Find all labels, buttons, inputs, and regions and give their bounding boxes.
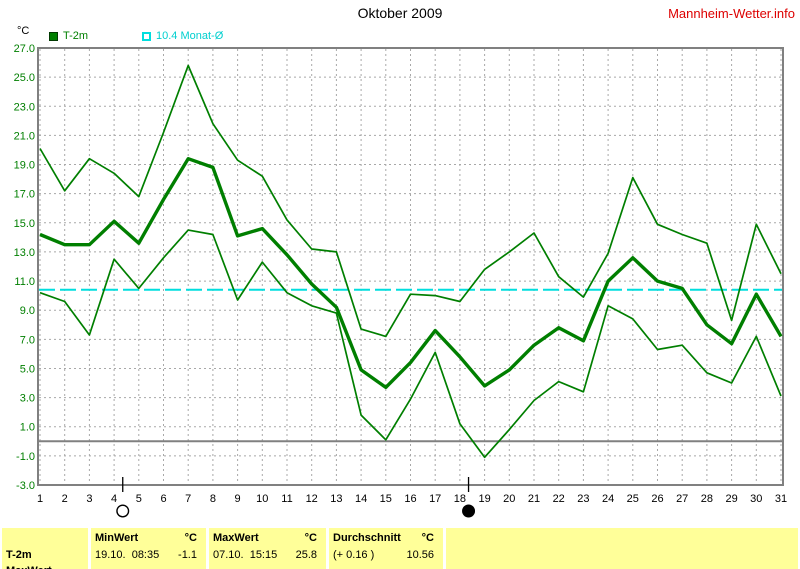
x-tick-label: 23 — [577, 493, 589, 505]
maxwert-header: MaxWert — [213, 532, 259, 544]
x-tick-label: 26 — [651, 493, 663, 505]
x-tick-label: 30 — [750, 493, 762, 505]
full-moon-icon — [116, 477, 130, 518]
durchschnitt-deviation: (+ 0.16 ) — [333, 549, 375, 561]
y-tick-label: -3.0 — [16, 480, 35, 492]
clipped-next-row-label: MaxWert — [2, 565, 88, 569]
x-tick-label: 19 — [478, 493, 490, 505]
series-mean-line — [39, 156, 783, 390]
x-tick-label: 29 — [725, 493, 737, 505]
table-column-empty — [446, 528, 798, 569]
t2m-swatch-icon — [49, 31, 58, 41]
x-tick-label: 14 — [355, 493, 367, 505]
x-tick-label: 22 — [553, 493, 565, 505]
x-tick-label: 4 — [111, 493, 117, 505]
y-tick-label: 5.0 — [20, 363, 35, 375]
x-axis-labels: 1 2 3 4 5 6 7 8 9 10 11 12 13 14 15 16 17 18 19 20 21 22 23 24 2… — [37, 493, 787, 505]
y-tick-label: 27.0 — [14, 43, 35, 55]
minwert-header: MinWert — [95, 532, 139, 544]
y-tick-label: 7.0 — [20, 334, 35, 346]
y-tick-label: 17.0 — [14, 189, 35, 201]
x-tick-label: 21 — [528, 493, 540, 505]
durchschnitt-header: Durchschnitt — [333, 532, 401, 544]
x-gridlines — [39, 49, 782, 484]
x-tick-label: 9 — [235, 493, 241, 505]
x-tick-label: 20 — [503, 493, 515, 505]
minwert-unit: °C — [184, 532, 197, 544]
maxwert-unit: °C — [304, 532, 317, 544]
x-tick-label: 1 — [37, 493, 43, 505]
x-tick-label: 5 — [136, 493, 142, 505]
y-axis-labels: 27.0 25.0 23.0 21.0 19.0 17.0 15.0 13.0 11.0 9.0 7… — [14, 43, 35, 492]
durchschnitt-unit: °C — [421, 532, 434, 544]
minwert-value: -1.1 — [178, 549, 197, 561]
legend-item-month-average: 10.4 Monat-Ø — [142, 30, 223, 42]
series-min-line — [39, 229, 782, 459]
x-tick-label: 25 — [627, 493, 639, 505]
y-tick-label: 13.0 — [14, 247, 35, 259]
x-tick-label: 11 — [281, 493, 292, 505]
x-tick-label: 15 — [380, 493, 392, 505]
x-tick-label: 10 — [256, 493, 268, 505]
x-tick-label: 24 — [602, 493, 614, 505]
legend-label-t2m: T-2m — [63, 30, 89, 42]
x-tick-label: 3 — [86, 493, 92, 505]
y-tick-label: 25.0 — [14, 72, 35, 84]
y-tick-label: 23.0 — [14, 101, 35, 113]
x-tick-label: 7 — [185, 493, 191, 505]
x-tick-label: 6 — [160, 493, 166, 505]
table-column-minwert: MinWert °C 19.10. 08:35 -1.1 — [91, 528, 206, 569]
y-tick-label: 15.0 — [14, 218, 35, 230]
y-tick-label: 19.0 — [14, 160, 35, 172]
chart-frame — [37, 47, 784, 486]
x-tick-label: 2 — [62, 493, 68, 505]
table-column-maxwert: MaxWert °C 07.10. 15:15 25.8 — [209, 528, 326, 569]
table-column-durchschnitt: Durchschnitt °C (+ 0.16 ) 10.56 — [329, 528, 443, 569]
x-tick-label: 13 — [330, 493, 342, 505]
x-tick-label: 18 — [454, 493, 466, 505]
x-tick-label: 8 — [210, 493, 216, 505]
y-axis-unit-label: °C — [17, 25, 30, 37]
chart-title: Oktober 2009 — [357, 5, 443, 21]
month-average-swatch-icon — [142, 31, 151, 41]
maxwert-datetime: 07.10. 15:15 — [213, 549, 278, 561]
y-tick-label: 1.0 — [20, 422, 35, 434]
y-tick-label: 9.0 — [20, 305, 35, 317]
x-tick-label: 28 — [701, 493, 713, 505]
series-max-line — [39, 64, 782, 338]
legend-label-month-average: 10.4 Monat-Ø — [156, 30, 224, 42]
x-tick-label: 31 — [775, 493, 787, 505]
new-moon-icon — [462, 477, 476, 518]
x-tick-label: 17 — [429, 493, 441, 505]
x-tick-label: 27 — [676, 493, 688, 505]
brand-link[interactable]: Mannheim-Wetter.info — [668, 6, 795, 21]
x-tick-label: 12 — [306, 493, 318, 505]
y-tick-label: 3.0 — [20, 393, 35, 405]
y-tick-label: 21.0 — [14, 130, 35, 142]
legend-item-t2m: T-2m — [49, 30, 88, 42]
table-column-sensor: T-2m MaxWert — [2, 528, 88, 569]
minwert-datetime: 19.10. 08:35 — [95, 549, 160, 561]
y-tick-label: 11.0 — [14, 276, 35, 288]
x-tick-label: 16 — [404, 493, 416, 505]
sensor-label: T-2m — [6, 549, 32, 561]
maxwert-value: 25.8 — [295, 549, 317, 561]
y-tick-label: -1.0 — [16, 451, 35, 463]
durchschnitt-value: 10.56 — [406, 549, 434, 561]
